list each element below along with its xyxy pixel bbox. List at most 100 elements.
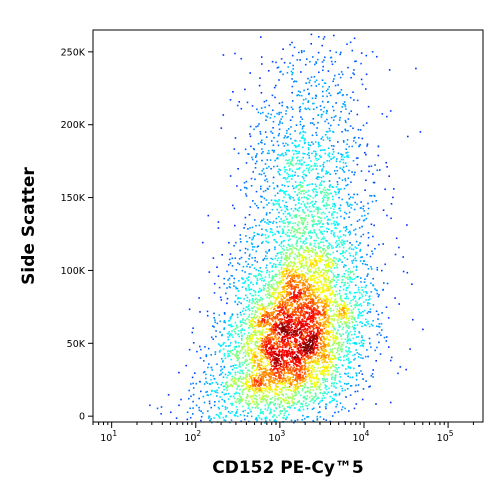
event-dot	[270, 285, 272, 288]
event-dot	[281, 328, 283, 331]
event-dot	[281, 331, 283, 334]
event-dot	[217, 406, 220, 409]
event-dot	[215, 381, 218, 384]
event-dot	[315, 352, 317, 355]
event-dot	[320, 251, 322, 253]
event-dot	[342, 341, 345, 344]
event-dot	[319, 385, 321, 387]
event-dot	[379, 169, 381, 171]
event-dot	[242, 378, 244, 380]
event-dot	[355, 269, 358, 271]
event-dot	[289, 329, 291, 332]
event-dot	[259, 382, 262, 385]
event-dot	[308, 154, 310, 157]
event-dot	[329, 336, 332, 338]
event-dot	[300, 369, 302, 371]
event-dot	[343, 101, 346, 103]
event-dot	[271, 326, 274, 328]
event-dot	[260, 296, 262, 299]
event-dot	[279, 304, 281, 306]
event-dot	[385, 306, 388, 308]
event-dot	[267, 353, 269, 355]
event-dot	[279, 364, 281, 366]
event-dot	[260, 289, 263, 292]
event-dot	[301, 163, 303, 165]
event-dot	[348, 216, 350, 218]
event-dot	[250, 177, 253, 180]
event-dot	[280, 337, 283, 340]
event-dot	[296, 341, 298, 344]
event-dot	[318, 222, 320, 225]
event-dot	[314, 399, 317, 402]
event-dot	[279, 271, 281, 274]
event-dot	[318, 243, 320, 245]
event-dot	[231, 353, 234, 355]
event-dot	[216, 389, 218, 392]
event-dot	[371, 252, 374, 255]
event-dot	[267, 357, 269, 360]
event-dot	[286, 303, 289, 305]
event-dot	[294, 171, 297, 174]
event-dot	[339, 348, 342, 350]
event-dot	[298, 357, 300, 359]
event-dot	[337, 315, 339, 317]
event-dot	[280, 341, 282, 343]
event-dot	[313, 331, 315, 333]
event-dot	[237, 351, 240, 353]
event-dot	[268, 283, 271, 285]
event-dot	[351, 281, 353, 283]
event-dot	[291, 248, 293, 251]
event-dot	[270, 349, 273, 352]
event-dot	[319, 257, 322, 260]
event-dot	[331, 245, 333, 247]
event-dot	[238, 378, 240, 381]
event-dot	[333, 275, 336, 277]
event-dot	[254, 328, 256, 330]
event-dot	[304, 293, 306, 296]
event-dot	[280, 350, 283, 353]
event-dot	[281, 309, 284, 311]
event-dot	[253, 376, 255, 379]
event-dot	[291, 244, 293, 246]
event-dot	[321, 90, 324, 93]
event-dot	[264, 352, 267, 354]
event-dot	[307, 366, 309, 369]
event-dot	[238, 335, 240, 338]
event-dot	[345, 277, 347, 279]
event-dot	[354, 246, 357, 249]
event-dot	[394, 297, 396, 299]
event-dot	[326, 263, 328, 265]
event-dot	[360, 354, 362, 356]
event-dot	[236, 350, 238, 352]
event-dot	[240, 381, 242, 383]
event-dot	[315, 191, 318, 193]
event-dot	[254, 219, 256, 221]
event-dot	[287, 284, 290, 287]
event-dot	[339, 373, 341, 375]
event-dot	[214, 353, 217, 355]
event-dot	[305, 246, 308, 248]
event-dot	[330, 267, 332, 270]
event-dot	[371, 373, 374, 375]
event-dot	[261, 142, 263, 144]
event-dot	[303, 364, 306, 367]
event-dot	[269, 221, 272, 223]
event-dot	[348, 145, 350, 148]
event-dot	[319, 318, 321, 321]
event-dot	[331, 290, 334, 292]
event-dot	[307, 272, 309, 275]
event-dot	[388, 346, 390, 348]
event-dot	[265, 323, 267, 326]
event-dot	[268, 375, 270, 377]
event-dot	[261, 148, 263, 150]
event-dot	[264, 408, 267, 410]
event-dot	[296, 334, 298, 337]
event-dot	[282, 275, 284, 278]
event-dot	[223, 327, 226, 329]
event-dot	[224, 373, 227, 376]
event-dot	[239, 238, 242, 240]
event-dot	[269, 117, 272, 119]
event-dot	[316, 344, 318, 346]
event-dot	[304, 278, 306, 280]
event-dot	[315, 317, 317, 319]
